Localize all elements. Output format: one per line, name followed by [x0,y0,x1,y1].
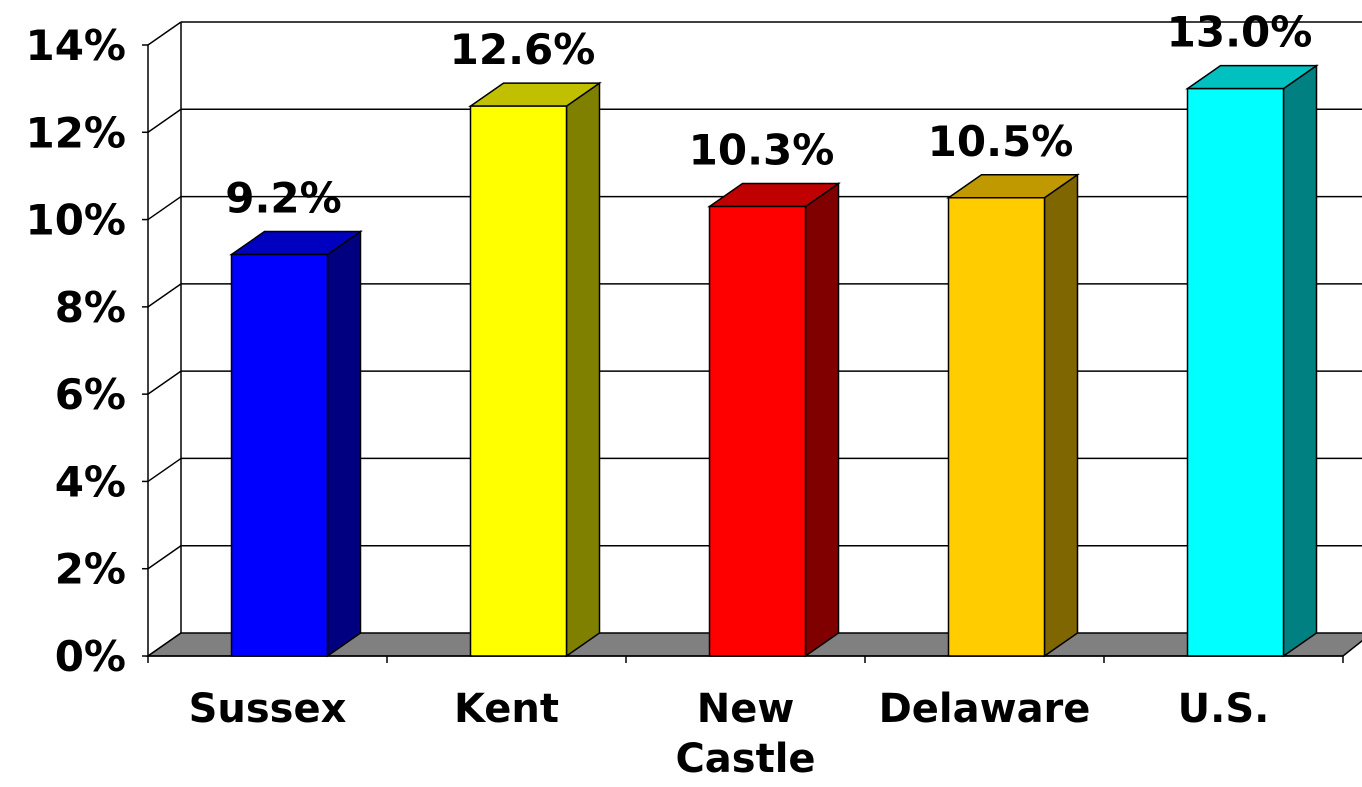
y-tick-label: 10% [25,196,126,245]
bars [229,64,1319,658]
wall-tick-10 [147,195,182,221]
y-tick-label: 0% [55,632,126,681]
wall-tick-4 [147,457,182,483]
y-tick-label: 6% [55,370,126,419]
bar-front-face [1186,87,1285,657]
x-tick-label: New [697,686,795,732]
data-label: 12.6% [450,25,596,74]
y-tick-label: 8% [55,283,126,332]
bar-side-face [1282,64,1318,658]
wall-tick-12 [147,108,182,133]
bar-4 [1185,64,1319,658]
wall-tick-2 [147,545,182,570]
bar-0 [229,230,363,658]
data-label: 9.2% [225,173,341,222]
y-tick-label: 2% [55,545,126,594]
bar-front-face [469,105,568,657]
y-tick-label: 14% [25,21,126,70]
bar-side-face [1043,173,1079,658]
bar-side-face [804,182,840,658]
data-label: 13.0% [1167,8,1313,57]
bar-front-face [947,197,1046,657]
bar-side-face [326,230,362,658]
data-label: 10.3% [689,125,835,174]
bar-1 [468,81,602,658]
wall-tick-8 [147,283,182,308]
wall-tick-6 [147,370,182,395]
bar-front-face [708,205,807,657]
bar-3 [946,173,1080,658]
y-tick-label: 12% [25,108,126,157]
bar-2 [707,182,841,658]
x-tick-label: U.S. [1178,686,1270,732]
data-label: 10.5% [928,117,1074,166]
x-tick-label: Delaware [879,686,1091,732]
x-tick-label: Castle [675,736,815,782]
x-tick-label: Sussex [189,686,347,732]
wall-tick-14 [147,21,182,46]
labels: 0% 2% 4% 6% 8% 10% 12% 14% 9.2% Sussex 12.6% Kent 10… [25,8,1312,782]
bar-front-face [230,253,329,657]
y-tick-label: 4% [55,457,126,506]
bar-side-face [565,81,601,658]
x-tick-label: Kent [454,686,559,732]
